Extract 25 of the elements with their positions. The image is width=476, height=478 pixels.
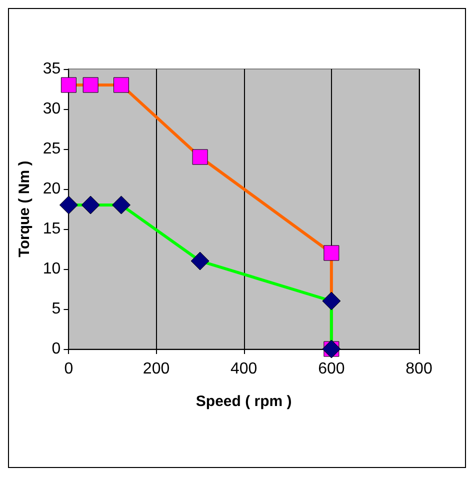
y-tick-label: 20 xyxy=(42,180,61,198)
x-tick-label: 0 xyxy=(64,360,74,378)
point xyxy=(81,196,100,214)
y-tick-label: 35 xyxy=(42,60,61,78)
y-tick-label: 5 xyxy=(52,300,61,318)
x-tick-label: 800 xyxy=(406,360,432,378)
y-tick-label: 30 xyxy=(42,100,61,118)
y-tick-label: 15 xyxy=(42,220,61,238)
x-axis-title: Speed ( rpm ) xyxy=(196,393,292,410)
point xyxy=(322,292,341,310)
x-tick-label: 200 xyxy=(142,360,170,378)
x-tick-label: 600 xyxy=(318,360,345,378)
point xyxy=(82,77,98,93)
point xyxy=(60,77,76,93)
point xyxy=(113,77,129,93)
point xyxy=(59,196,78,214)
point xyxy=(324,245,340,261)
point xyxy=(112,196,130,214)
y-axis-title: Torque ( Nm ) xyxy=(16,160,33,258)
point xyxy=(190,252,210,270)
point xyxy=(192,149,208,165)
y-tick-label: 25 xyxy=(42,140,61,158)
y-tick-label: 10 xyxy=(42,260,61,278)
x-tick-label: 400 xyxy=(230,360,258,378)
y-tick-label: 0 xyxy=(52,340,61,358)
